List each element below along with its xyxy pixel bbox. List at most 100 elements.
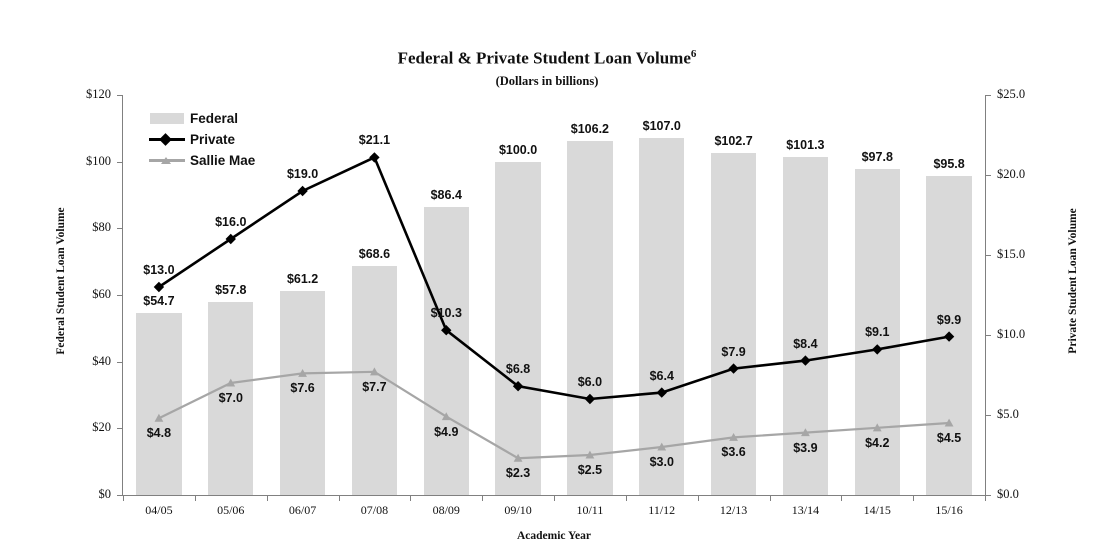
x-tick-mark	[338, 495, 340, 501]
left-tick-mark	[117, 361, 123, 363]
legend-item-sallie-mae[interactable]: Sallie Mae	[148, 150, 255, 171]
private-value-label: $13.0	[143, 263, 175, 277]
sallie-mae-value-label: $3.6	[721, 445, 746, 460]
right-axis-line	[985, 95, 986, 495]
x-axis-title: Academic Year	[517, 530, 591, 542]
right-tick-mark	[985, 495, 991, 496]
bar-value-label: $61.2	[286, 272, 319, 286]
x-tick-mark	[482, 495, 484, 501]
left-tick-mark	[117, 95, 123, 96]
chart-title-footnote-marker: 6	[690, 48, 697, 60]
sallie-mae-value-label: $2.3	[505, 466, 531, 481]
private-value-label: $10.3	[430, 306, 462, 321]
x-tick-mark	[625, 495, 627, 501]
private-value-label: $7.9	[721, 344, 746, 359]
x-axis-tick-label: 13/14	[791, 503, 820, 517]
marker-triangle-icon	[729, 433, 738, 441]
x-axis-tick-label: 08/09	[432, 503, 460, 517]
legend-swatch-bar-icon	[148, 112, 186, 126]
x-axis-tick-label: 09/10	[504, 503, 532, 517]
right-axis-tick-label: $0.0	[997, 487, 1019, 501]
right-axis-title: Private Student Loan Volume	[1067, 208, 1079, 354]
bar-value-label: $100.0	[498, 142, 538, 157]
x-axis-tick-label: 12/13	[719, 503, 748, 517]
left-tick-mark	[117, 495, 123, 496]
bar	[136, 312, 182, 495]
legend-item-federal[interactable]: Federal	[148, 108, 255, 129]
sallie-mae-value-label: $7.0	[218, 391, 243, 405]
left-axis-tick-label: $40	[92, 353, 111, 368]
marker-triangle-icon	[513, 453, 523, 462]
private-value-label: $19.0	[286, 167, 319, 181]
bar	[639, 138, 685, 495]
bar-value-label: $101.3	[786, 138, 825, 153]
marker-triangle-icon	[801, 428, 810, 437]
sallie-mae-value-label: $7.6	[290, 381, 315, 396]
private-value-label: $9.9	[936, 312, 962, 327]
sallie-mae-value-label: $4.2	[865, 435, 890, 450]
x-axis-tick-label: 06/07	[288, 503, 317, 517]
marker-diamond-icon	[297, 185, 308, 197]
sallie-mae-value-label: $2.5	[577, 463, 603, 477]
series-line	[158, 155, 950, 401]
bar-value-label: $57.8	[215, 283, 247, 298]
sallie-mae-value-label: $3.0	[649, 455, 674, 469]
marker-triangle-icon	[657, 442, 667, 451]
bar	[567, 141, 613, 495]
x-tick-mark	[841, 495, 843, 501]
left-axis-tick-label: $80	[92, 220, 111, 235]
right-tick-mark	[985, 255, 991, 256]
marker-diamond-icon	[872, 344, 883, 355]
bar-value-label: $97.8	[861, 150, 893, 164]
right-tick-mark	[985, 335, 991, 336]
bar	[279, 291, 326, 495]
marker-diamond-icon	[728, 363, 739, 374]
left-tick-mark	[117, 428, 123, 430]
bar-value-label: $102.7	[714, 133, 753, 148]
legend-swatch-triangle-icon	[148, 154, 186, 168]
sallie-mae-value-label: $4.8	[146, 426, 172, 441]
x-axis-tick-label: 11/12	[648, 503, 676, 517]
chart-title: Federal & Private Student Loan Volume6	[0, 48, 1094, 69]
x-tick-mark	[554, 495, 555, 501]
marker-diamond-icon	[225, 233, 236, 245]
chart-title-text: Federal & Private Student Loan Volume	[397, 48, 691, 68]
right-axis-tick-label: $10.0	[997, 327, 1026, 341]
x-axis-tick-label: 15/16	[935, 503, 963, 517]
x-tick-mark	[266, 495, 268, 501]
sallie-mae-value-label: $3.9	[793, 440, 818, 455]
private-value-label: $21.1	[358, 133, 391, 148]
sallie-mae-value-label: $7.7	[362, 379, 387, 394]
x-axis-tick-label: 14/15	[863, 503, 891, 517]
sallie-mae-value-label: $4.5	[936, 431, 962, 445]
private-value-label: $6.4	[649, 368, 674, 383]
x-tick-mark	[123, 495, 124, 501]
bar-value-label: $68.6	[358, 247, 391, 262]
private-value-label: $9.1	[865, 325, 890, 340]
right-axis-tick-label: $15.0	[997, 247, 1026, 261]
x-tick-mark	[769, 495, 771, 501]
x-tick-mark	[410, 495, 412, 501]
private-value-label: $6.0	[577, 375, 603, 389]
left-axis-tick-label: $20	[92, 420, 111, 435]
chart-subtitle: (Dollars in billions)	[495, 74, 599, 88]
x-tick-mark	[985, 495, 986, 501]
marker-diamond-icon	[800, 355, 811, 366]
left-axis-title: Federal Student Loan Volume	[55, 207, 67, 355]
legend-label-sallie-mae: Sallie Mae	[190, 153, 256, 168]
bar	[854, 169, 900, 495]
right-tick-mark	[985, 415, 991, 416]
bar	[208, 302, 254, 495]
left-axis-tick-label: $0	[98, 487, 112, 501]
legend-label-private: Private	[190, 132, 236, 147]
private-value-label: $16.0	[215, 215, 247, 229]
x-tick-mark	[194, 495, 196, 501]
right-axis-tick-label: $5.0	[997, 407, 1019, 421]
bar	[495, 161, 541, 495]
legend-item-private[interactable]: Private	[148, 129, 255, 150]
marker-triangle-icon	[226, 378, 236, 387]
plot-area: $0 $20 $40 $60 $80 $100 $120 $0.0 $5.0 $10.0 $15.…	[55, 87, 1079, 542]
marker-triangle-icon	[370, 367, 379, 376]
marker-diamond-icon	[369, 152, 380, 163]
